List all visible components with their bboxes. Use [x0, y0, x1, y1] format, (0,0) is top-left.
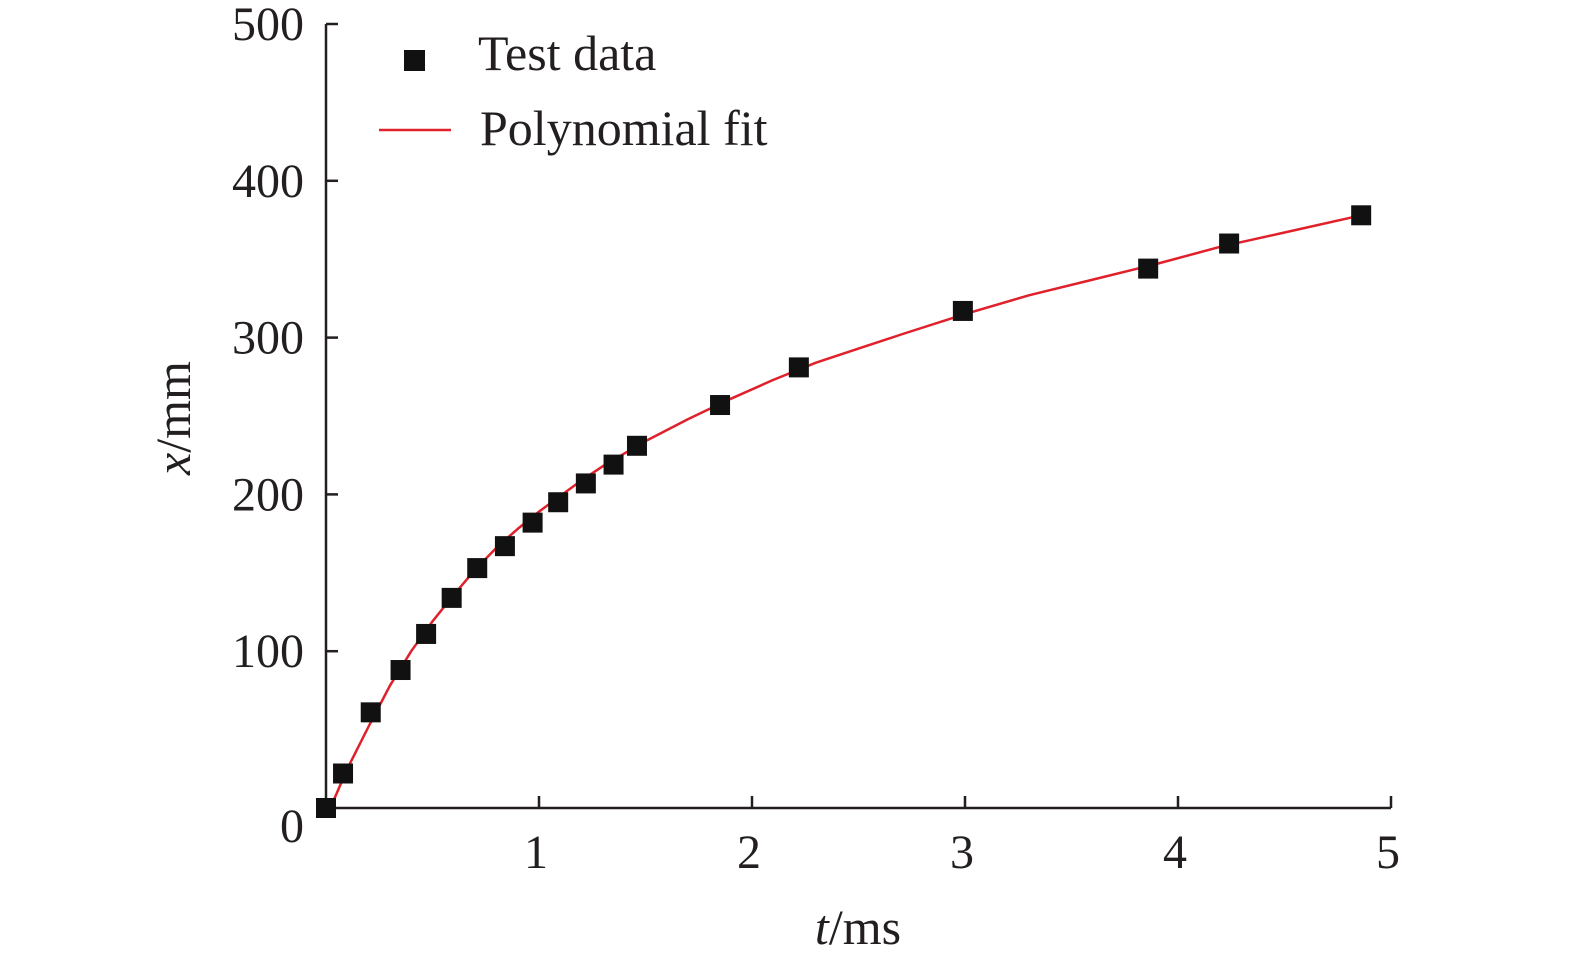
legend-marker-icon — [404, 50, 425, 71]
data-point — [441, 587, 462, 608]
y-tick-label: 200 — [232, 468, 304, 521]
data-point — [548, 492, 569, 513]
data-point — [494, 536, 515, 557]
axes — [324, 24, 1391, 810]
x-tick-label: 5 — [1376, 826, 1400, 879]
y-tick-label: 0 — [280, 800, 304, 853]
data-point — [1219, 233, 1240, 254]
data-point — [575, 473, 596, 494]
data-point — [416, 623, 437, 644]
data-point — [333, 763, 354, 784]
x-tick-label: 1 — [524, 826, 548, 879]
data-point — [1138, 258, 1159, 279]
y-axis-label: x/mm — [145, 361, 201, 476]
data-point — [522, 512, 543, 533]
data-point — [710, 395, 731, 416]
fit-line-group — [331, 214, 1362, 804]
data-point — [788, 357, 809, 378]
x-axis-label: t/ms — [815, 899, 901, 955]
legend-label-test-data: Test data — [478, 25, 656, 81]
x-tick-label: 4 — [1163, 826, 1187, 879]
y-tick-label: 400 — [232, 155, 304, 208]
x-tick-label: 2 — [737, 826, 761, 879]
y-tick-label: 500 — [232, 0, 304, 51]
x-tick-label: 3 — [950, 826, 974, 879]
data-point — [467, 558, 488, 579]
data-point — [603, 454, 624, 475]
y-tick-label: 300 — [232, 312, 304, 365]
tick-group: 0 100 200 300 400 500 1 2 3 4 5 — [232, 0, 1400, 879]
legend: Test data Polynomial fit — [379, 25, 768, 156]
data-point — [390, 660, 411, 681]
legend-label-polynomial-fit: Polynomial fit — [480, 100, 768, 156]
data-point — [626, 435, 647, 456]
data-point — [952, 300, 973, 321]
fit-line — [331, 214, 1362, 804]
data-point — [1351, 205, 1372, 226]
data-point — [316, 798, 336, 818]
marker-group — [316, 205, 1372, 818]
y-tick-label: 100 — [232, 625, 304, 678]
data-point — [360, 702, 381, 723]
